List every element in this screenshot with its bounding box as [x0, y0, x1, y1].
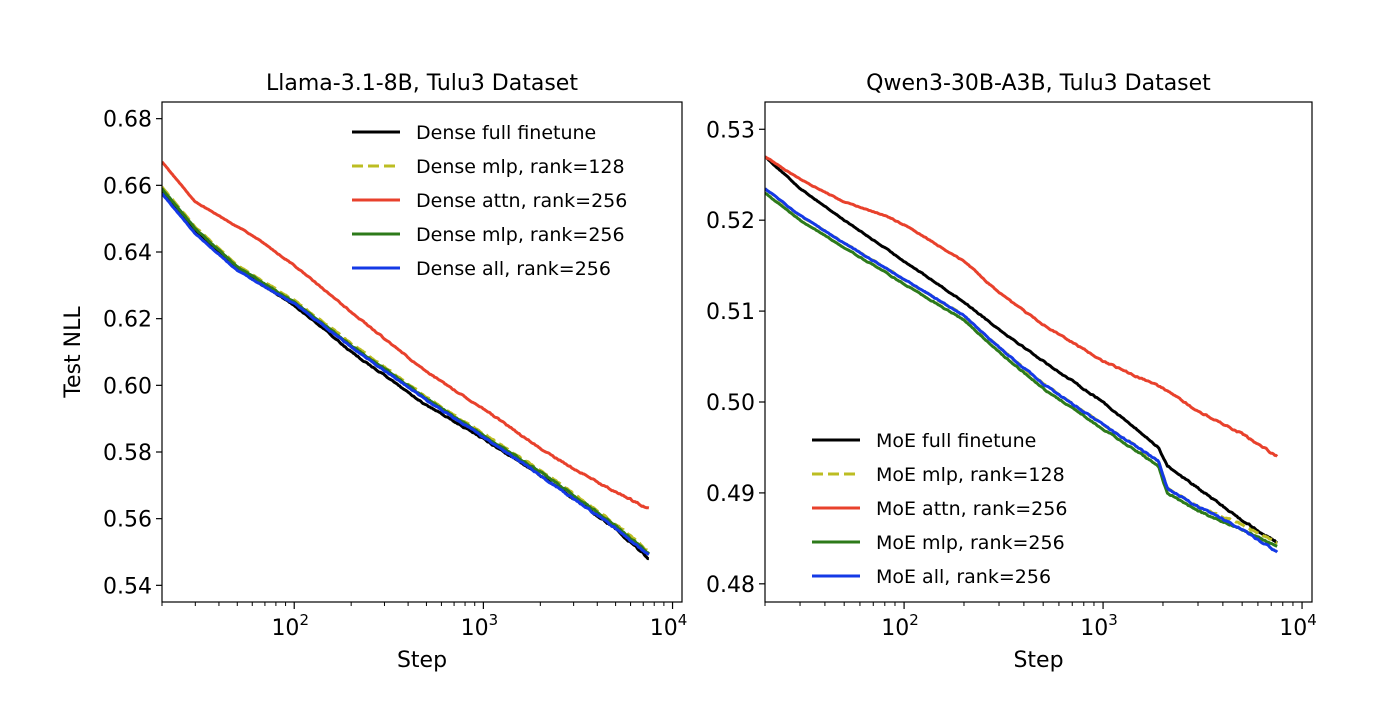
panel2-title: Qwen3-30B-A3B, Tulu3 Dataset	[866, 71, 1211, 96]
panel2-y-tick-label: 0.49	[706, 482, 755, 507]
panel1-x-axis-label: Step	[397, 648, 447, 673]
panel1-x-tick-label: 102	[271, 611, 309, 641]
panel1-line-dense-attn-rank-256	[162, 160, 650, 510]
panel2-x-axis-label: Step	[1013, 648, 1063, 673]
panel2-y-tick-label: 0.53	[706, 118, 755, 143]
panel1-legend-label: Dense mlp, rank=128	[416, 156, 625, 178]
panel1-y-tick-label: 0.54	[103, 574, 152, 599]
panel2-x-tick-label: 102	[881, 611, 919, 641]
panel2-y-tick-label: 0.48	[706, 573, 755, 598]
panel2-line-moe-all-rank-256	[765, 187, 1279, 554]
panel1-legend-label: Dense attn, rank=256	[416, 190, 627, 212]
panel2-series	[765, 155, 1279, 554]
panel2-plot-frame	[764, 101, 1313, 603]
panel2-line-moe-attn-rank-256	[765, 155, 1279, 458]
panel2-legend-label: MoE full finetune	[876, 430, 1036, 452]
panel1-y-tick-label: 0.60	[103, 374, 152, 399]
panel2-legend-label: MoE all, rank=256	[876, 566, 1051, 588]
panel2: Qwen3-30B-A3B, Tulu3 Dataset 0.48 0.49 0.50…	[706, 71, 1317, 673]
panel2-legend-label: MoE mlp, rank=256	[876, 532, 1065, 554]
panel1-line-dense-full-finetune	[162, 190, 650, 561]
panel1-y-axis-label: Test NLL	[61, 306, 86, 399]
panel1-legend-label: Dense mlp, rank=256	[416, 224, 625, 246]
panel2-legend-label: MoE mlp, rank=128	[876, 464, 1065, 486]
panel1-y-tick-label: 0.62	[103, 308, 152, 333]
panel2-legend-label: MoE attn, rank=256	[876, 498, 1067, 520]
panel2-x-tick-label: 104	[1279, 611, 1317, 641]
panel2-y-tick-label: 0.50	[706, 391, 755, 416]
panel1-y-tick-label: 0.66	[103, 174, 152, 199]
panel1-legend: Dense full finetune Dense mlp, rank=128 De…	[352, 122, 627, 280]
panel2-line-moe-mlp-rank-256	[765, 191, 1278, 548]
panel2-line-moe-full-finetune	[765, 155, 1278, 545]
panel2-legend: MoE full finetune MoE mlp, rank=128 MoE at…	[812, 430, 1067, 588]
panel1: Llama-3.1-8B, Tulu3 Dataset 0.54 0.56 0.58 0…	[61, 71, 687, 673]
panel1-series	[162, 160, 651, 561]
panel1-plot-frame	[161, 101, 683, 603]
panel1-y-tick-label: 0.64	[103, 241, 152, 266]
panel2-y-tick-label: 0.51	[706, 300, 755, 325]
panel1-line-dense-all-rank-256	[162, 192, 650, 556]
panel1-y-tick-label: 0.68	[103, 108, 152, 133]
panel2-x-tick-label: 103	[1080, 611, 1118, 641]
panel1-x-tick-label: 104	[650, 611, 688, 641]
panel1-y-tick-label: 0.58	[103, 441, 152, 466]
panel1-x-tick-label: 103	[461, 611, 499, 641]
panel1-legend-label: Dense full finetune	[416, 122, 596, 144]
panel1-legend-label: Dense all, rank=256	[416, 258, 611, 280]
panel1-title: Llama-3.1-8B, Tulu3 Dataset	[266, 71, 578, 96]
panel2-y-tick-label: 0.52	[706, 209, 755, 234]
panel1-y-tick-label: 0.56	[103, 508, 152, 533]
